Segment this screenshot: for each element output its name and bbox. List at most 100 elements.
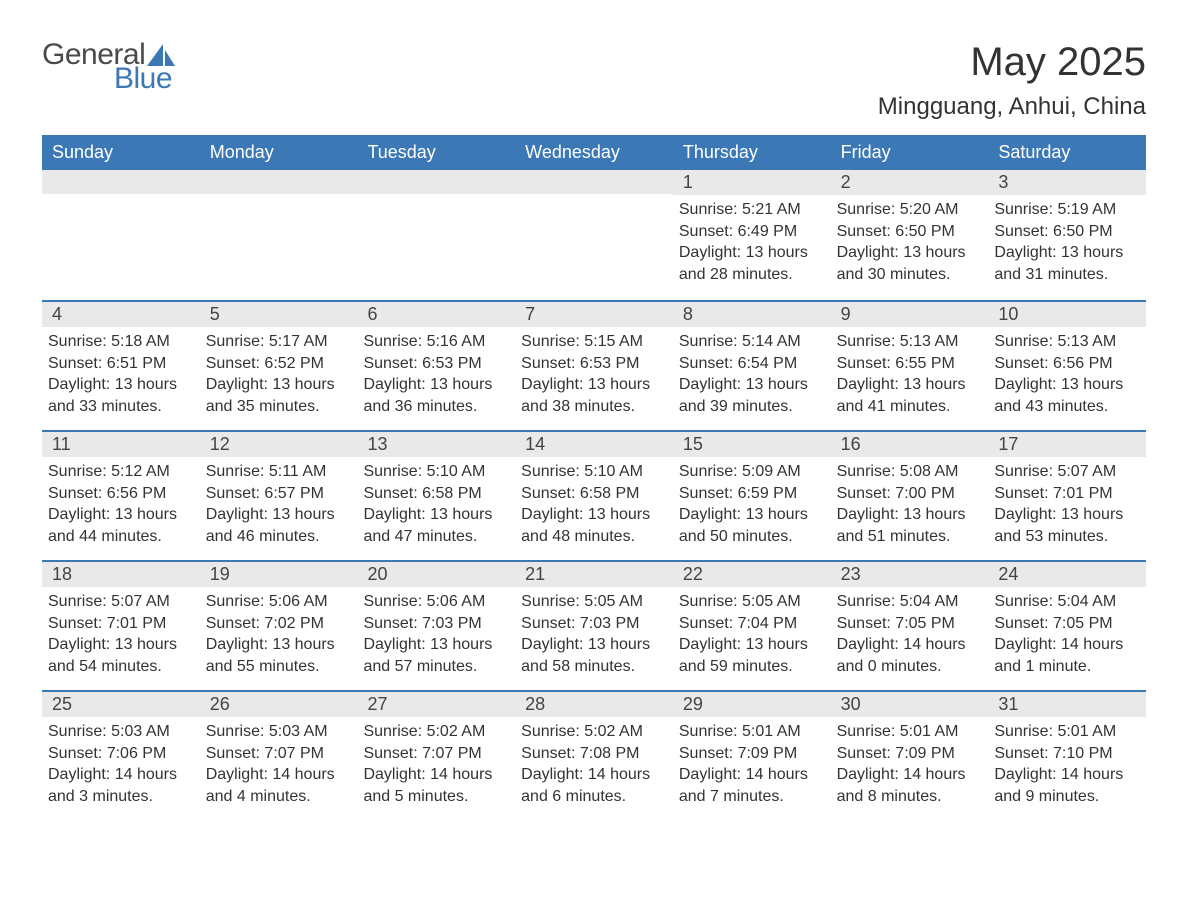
sunrise-line: Sunrise: 5:21 AM bbox=[679, 199, 825, 221]
sunrise-line: Sunrise: 5:02 AM bbox=[521, 721, 667, 743]
daylight-line: Daylight: 13 hours and 35 minutes. bbox=[206, 374, 352, 417]
sunset-line: Sunset: 6:52 PM bbox=[206, 353, 352, 375]
sunset-line: Sunset: 6:50 PM bbox=[994, 221, 1140, 243]
day-cell bbox=[515, 170, 673, 300]
day-cell bbox=[42, 170, 200, 300]
day-number: 1 bbox=[673, 170, 831, 195]
sunset-line: Sunset: 7:02 PM bbox=[206, 613, 352, 635]
daylight-line: Daylight: 13 hours and 47 minutes. bbox=[363, 504, 509, 547]
daylight-line: Daylight: 13 hours and 48 minutes. bbox=[521, 504, 667, 547]
daylight-line: Daylight: 13 hours and 43 minutes. bbox=[994, 374, 1140, 417]
sunrise-line: Sunrise: 5:03 AM bbox=[206, 721, 352, 743]
sunset-line: Sunset: 7:01 PM bbox=[994, 483, 1140, 505]
sunrise-line: Sunrise: 5:11 AM bbox=[206, 461, 352, 483]
daylight-line: Daylight: 13 hours and 57 minutes. bbox=[363, 634, 509, 677]
day-number: 18 bbox=[42, 562, 200, 587]
sunrise-line: Sunrise: 5:01 AM bbox=[679, 721, 825, 743]
day-cell: 17Sunrise: 5:07 AMSunset: 7:01 PMDayligh… bbox=[988, 432, 1146, 560]
day-cell bbox=[200, 170, 358, 300]
day-number bbox=[42, 170, 200, 194]
day-number: 11 bbox=[42, 432, 200, 457]
daylight-line: Daylight: 14 hours and 6 minutes. bbox=[521, 764, 667, 807]
day-number: 16 bbox=[831, 432, 989, 457]
week-row: 4Sunrise: 5:18 AMSunset: 6:51 PMDaylight… bbox=[42, 300, 1146, 430]
daylight-line: Daylight: 13 hours and 31 minutes. bbox=[994, 242, 1140, 285]
day-cell: 8Sunrise: 5:14 AMSunset: 6:54 PMDaylight… bbox=[673, 302, 831, 430]
sunset-line: Sunset: 6:53 PM bbox=[363, 353, 509, 375]
day-number bbox=[515, 170, 673, 194]
day-number: 6 bbox=[357, 302, 515, 327]
day-cell: 25Sunrise: 5:03 AMSunset: 7:06 PMDayligh… bbox=[42, 692, 200, 820]
day-number: 12 bbox=[200, 432, 358, 457]
sunrise-line: Sunrise: 5:07 AM bbox=[994, 461, 1140, 483]
week-row: 11Sunrise: 5:12 AMSunset: 6:56 PMDayligh… bbox=[42, 430, 1146, 560]
sunset-line: Sunset: 7:01 PM bbox=[48, 613, 194, 635]
daylight-line: Daylight: 13 hours and 53 minutes. bbox=[994, 504, 1140, 547]
sunset-line: Sunset: 7:05 PM bbox=[994, 613, 1140, 635]
daylight-line: Daylight: 13 hours and 46 minutes. bbox=[206, 504, 352, 547]
day-cell: 22Sunrise: 5:05 AMSunset: 7:04 PMDayligh… bbox=[673, 562, 831, 690]
sunrise-line: Sunrise: 5:10 AM bbox=[363, 461, 509, 483]
sunset-line: Sunset: 6:57 PM bbox=[206, 483, 352, 505]
title-block: May 2025 Mingguang, Anhui, China bbox=[878, 40, 1146, 121]
sunrise-line: Sunrise: 5:09 AM bbox=[679, 461, 825, 483]
day-cell bbox=[357, 170, 515, 300]
day-number: 23 bbox=[831, 562, 989, 587]
weekday-header: Sunday bbox=[42, 135, 200, 170]
weekday-header-row: SundayMondayTuesdayWednesdayThursdayFrid… bbox=[42, 135, 1146, 170]
day-number: 27 bbox=[357, 692, 515, 717]
day-cell: 23Sunrise: 5:04 AMSunset: 7:05 PMDayligh… bbox=[831, 562, 989, 690]
sunset-line: Sunset: 6:55 PM bbox=[837, 353, 983, 375]
day-cell: 2Sunrise: 5:20 AMSunset: 6:50 PMDaylight… bbox=[831, 170, 989, 300]
sunset-line: Sunset: 6:54 PM bbox=[679, 353, 825, 375]
day-number: 4 bbox=[42, 302, 200, 327]
daylight-line: Daylight: 13 hours and 59 minutes. bbox=[679, 634, 825, 677]
sunrise-line: Sunrise: 5:03 AM bbox=[48, 721, 194, 743]
sunrise-line: Sunrise: 5:20 AM bbox=[837, 199, 983, 221]
daylight-line: Daylight: 13 hours and 30 minutes. bbox=[837, 242, 983, 285]
day-number: 28 bbox=[515, 692, 673, 717]
sunset-line: Sunset: 6:58 PM bbox=[363, 483, 509, 505]
day-number: 3 bbox=[988, 170, 1146, 195]
daylight-line: Daylight: 13 hours and 44 minutes. bbox=[48, 504, 194, 547]
day-number: 2 bbox=[831, 170, 989, 195]
day-cell: 16Sunrise: 5:08 AMSunset: 7:00 PMDayligh… bbox=[831, 432, 989, 560]
day-cell: 9Sunrise: 5:13 AMSunset: 6:55 PMDaylight… bbox=[831, 302, 989, 430]
weekday-header: Thursday bbox=[673, 135, 831, 170]
sunset-line: Sunset: 6:58 PM bbox=[521, 483, 667, 505]
daylight-line: Daylight: 14 hours and 7 minutes. bbox=[679, 764, 825, 807]
week-row: 18 Sunrise: 5:07 AMSunset: 7:01 PM Dayligh… bbox=[42, 560, 1146, 690]
day-number: 22 bbox=[673, 562, 831, 587]
day-cell: 24Sunrise: 5:04 AMSunset: 7:05 PMDayligh… bbox=[988, 562, 1146, 690]
sunset-line: Sunset: 7:03 PM bbox=[363, 613, 509, 635]
brand-text-2: Blue bbox=[114, 64, 175, 94]
sunrise-line: Sunrise: 5:19 AM bbox=[994, 199, 1140, 221]
day-number: 15 bbox=[673, 432, 831, 457]
daylight-line: Daylight: 13 hours and 58 minutes. bbox=[521, 634, 667, 677]
sunrise-line: Sunrise: 5:07 AM bbox=[48, 591, 194, 613]
day-cell: 4 Sunrise: 5:18 AMSunset: 6:51 PMDaylight… bbox=[42, 302, 200, 430]
day-cell: 7Sunrise: 5:15 AMSunset: 6:53 PMDaylight… bbox=[515, 302, 673, 430]
sunset-line: Sunset: 7:09 PM bbox=[679, 743, 825, 765]
sunrise-line: Sunrise: 5:04 AM bbox=[837, 591, 983, 613]
weekday-header: Wednesday bbox=[515, 135, 673, 170]
day-number bbox=[200, 170, 358, 194]
sunset-line: Sunset: 7:03 PM bbox=[521, 613, 667, 635]
sunrise-line: Sunrise: 5:18 AM bbox=[48, 331, 194, 353]
month-title: May 2025 bbox=[878, 40, 1146, 85]
sunset-line: Sunset: 6:51 PM bbox=[48, 353, 194, 375]
sunset-line: Sunset: 6:56 PM bbox=[48, 483, 194, 505]
day-number: 10 bbox=[988, 302, 1146, 327]
daylight-line: Daylight: 13 hours and 33 minutes. bbox=[48, 374, 194, 417]
week-row: 1Sunrise: 5:21 AMSunset: 6:49 PMDaylight… bbox=[42, 170, 1146, 300]
day-cell: 1Sunrise: 5:21 AMSunset: 6:49 PMDaylight… bbox=[673, 170, 831, 300]
sunset-line: Sunset: 7:07 PM bbox=[363, 743, 509, 765]
day-cell: 14Sunrise: 5:10 AMSunset: 6:58 PMDayligh… bbox=[515, 432, 673, 560]
sunset-line: Sunset: 6:53 PM bbox=[521, 353, 667, 375]
day-number: 30 bbox=[831, 692, 989, 717]
weekday-header: Saturday bbox=[988, 135, 1146, 170]
day-number: 29 bbox=[673, 692, 831, 717]
day-cell: 15Sunrise: 5:09 AMSunset: 6:59 PMDayligh… bbox=[673, 432, 831, 560]
day-number: 9 bbox=[831, 302, 989, 327]
day-cell: 11Sunrise: 5:12 AMSunset: 6:56 PMDayligh… bbox=[42, 432, 200, 560]
